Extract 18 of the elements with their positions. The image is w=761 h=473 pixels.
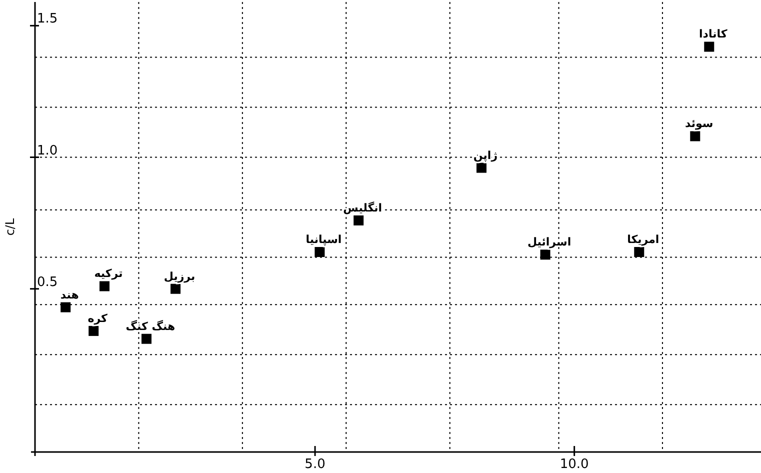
data-label: اسرائیل: [527, 236, 572, 249]
data-label: کره: [88, 312, 108, 325]
x-tick-label: 5.0: [304, 457, 326, 472]
y-axis-title: c/L: [3, 218, 17, 236]
data-label: انگلیس: [343, 201, 382, 214]
data-label: هنگ کنگ: [126, 320, 176, 333]
y-tick-label: 1.0: [37, 143, 58, 158]
y-tick-label: 0.5: [37, 274, 58, 290]
data-label: کانادا: [699, 28, 728, 41]
data-label: امریکا: [627, 233, 660, 246]
data-label: اسپانیا: [306, 233, 342, 246]
y-tick-label: 1.5: [37, 12, 58, 27]
data-label: ترکیه: [94, 267, 123, 280]
data-label: برزیل: [164, 270, 196, 283]
x-tick-label: 10.0: [560, 457, 589, 472]
data-label: ژاپن: [473, 148, 498, 162]
data-label: هند: [60, 288, 79, 302]
data-label: سوئد: [685, 117, 714, 130]
